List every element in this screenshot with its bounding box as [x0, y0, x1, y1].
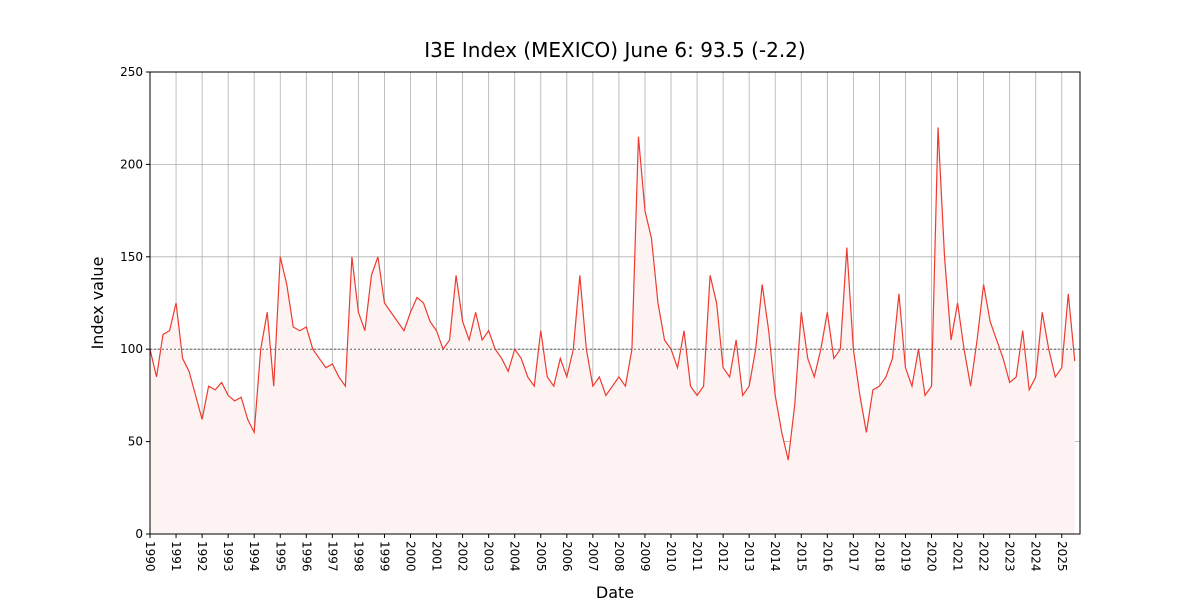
x-tick-label: 2021 [951, 541, 965, 572]
x-tick-label: 2003 [482, 541, 496, 572]
x-tick-label: 2006 [560, 541, 574, 572]
x-tick-label: 1990 [143, 541, 157, 572]
x-tick-label: 2013 [742, 541, 756, 572]
x-tick-label: 1991 [169, 541, 183, 572]
y-tick-label: 50 [128, 435, 143, 449]
x-tick-label: 2015 [794, 541, 808, 572]
x-tick-label: 2016 [820, 541, 834, 572]
x-axis-label: Date [596, 583, 634, 600]
y-tick-label: 150 [120, 250, 143, 264]
x-tick-label: 2000 [404, 541, 418, 572]
x-tick-label: 2017 [846, 541, 860, 572]
x-tick-label: 2012 [716, 541, 730, 572]
x-tick-label: 2007 [586, 541, 600, 572]
x-tick-label: 1995 [273, 541, 287, 572]
x-tick-label: 2022 [977, 541, 991, 572]
x-tick-label: 1992 [195, 541, 209, 572]
x-tick-label: 2019 [898, 541, 912, 572]
x-tick-label: 2004 [508, 541, 522, 572]
plot-frame [149, 71, 1081, 535]
x-tick-label: 2005 [534, 541, 548, 572]
area-fill [150, 127, 1075, 534]
x-tick-label: 1998 [351, 541, 365, 572]
x-tick-label: 2018 [872, 541, 886, 572]
x-tick-label: 2024 [1029, 541, 1043, 572]
x-tick-label: 1993 [221, 541, 235, 572]
line-series [149, 127, 1076, 461]
y-tick-label: 0 [135, 527, 143, 541]
y-tick-label: 250 [120, 65, 143, 79]
x-tick-label: 2011 [690, 541, 704, 572]
x-tick-label: 1996 [299, 541, 313, 572]
y-tick-label: 200 [120, 157, 143, 171]
x-tick-label: 2002 [456, 541, 470, 572]
x-tick-label: 2025 [1055, 541, 1069, 572]
y-axis-label: Index value [88, 257, 107, 350]
x-tick-label: 2014 [768, 541, 782, 572]
x-tick-label: 1999 [377, 541, 391, 572]
x-tick-label: 2001 [430, 541, 444, 572]
x-tick-label: 2008 [612, 541, 626, 572]
x-tick-label: 2009 [638, 541, 652, 572]
x-tick-label: 2020 [925, 541, 939, 572]
x-tick-label: 1994 [247, 541, 261, 572]
chart-title: I3E Index (MEXICO) June 6: 93.5 (-2.2) [424, 38, 805, 62]
x-tick-label: 2010 [664, 541, 678, 572]
x-tick-label: 2023 [1003, 541, 1017, 572]
x-tick-label: 1997 [325, 541, 339, 572]
y-tick-label: 100 [120, 342, 143, 356]
